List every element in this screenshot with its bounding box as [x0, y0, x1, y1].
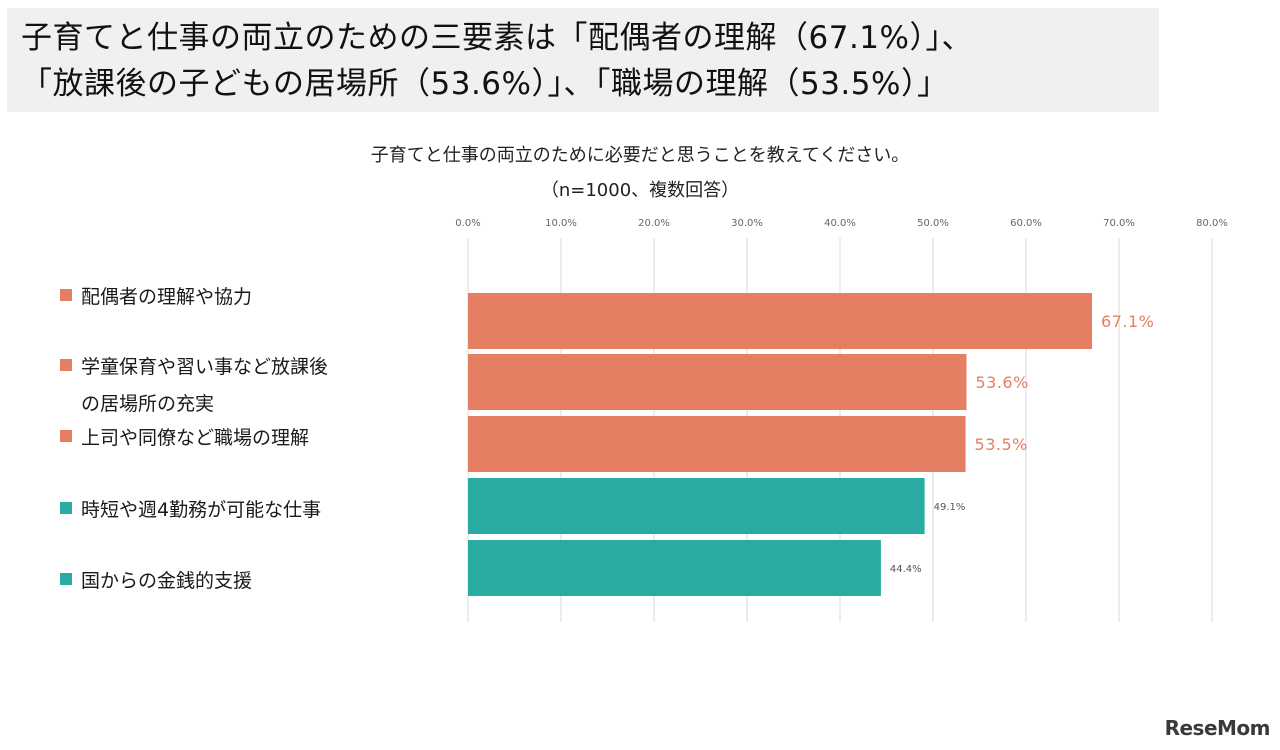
x-tick-label: 10.0%	[545, 218, 577, 229]
chart-subtitle: （n=1000、複数回答）	[540, 180, 740, 201]
category-label: 配偶者の理解や協力	[81, 286, 252, 308]
category-label: 学童保育や習い事など放課後	[81, 356, 328, 378]
category-label: 国からの金銭的支援	[81, 570, 252, 592]
category-marker	[60, 573, 72, 585]
value-label: 44.4%	[890, 564, 922, 575]
x-tick-label: 70.0%	[1103, 218, 1135, 229]
x-tick-label: 40.0%	[824, 218, 856, 229]
category-label: 上司や同僚など職場の理解	[81, 427, 309, 449]
category-label: の居場所の充実	[81, 393, 214, 415]
x-tick-label: 30.0%	[731, 218, 763, 229]
value-label: 67.1%	[1101, 312, 1154, 331]
category-marker	[60, 359, 72, 371]
value-label: 53.5%	[975, 435, 1028, 454]
chart-title: 子育てと仕事の両立のために必要だと思うことを教えてください。	[370, 145, 910, 166]
headline-line-1: 子育てと仕事の両立のための三要素は「配偶者の理解（67.1%）」、	[21, 20, 973, 56]
category-marker	[60, 289, 72, 301]
bar	[468, 478, 925, 534]
category-label: 時短や週4勤務が可能な仕事	[81, 499, 321, 521]
headline-box: 子育てと仕事の両立のための三要素は「配偶者の理解（67.1%）」、 「放課後の子…	[7, 8, 1159, 112]
headline-line-2: 「放課後の子どもの居場所（53.6%）」、「職場の理解（53.5%）」	[21, 66, 949, 102]
value-label: 49.1%	[934, 502, 966, 513]
x-tick-label: 20.0%	[638, 218, 670, 229]
x-tick-label: 80.0%	[1196, 218, 1228, 229]
category-marker	[60, 502, 72, 514]
x-tick-label: 50.0%	[917, 218, 949, 229]
value-label: 53.6%	[975, 373, 1028, 392]
x-tick-label: 60.0%	[1010, 218, 1042, 229]
bar	[468, 354, 967, 410]
bar	[468, 540, 881, 596]
x-tick-label: 0.0%	[455, 218, 480, 229]
category-marker	[60, 430, 72, 442]
bar	[468, 416, 966, 472]
bar	[468, 293, 1093, 349]
resemom-logo: ReseMom	[1164, 716, 1271, 740]
